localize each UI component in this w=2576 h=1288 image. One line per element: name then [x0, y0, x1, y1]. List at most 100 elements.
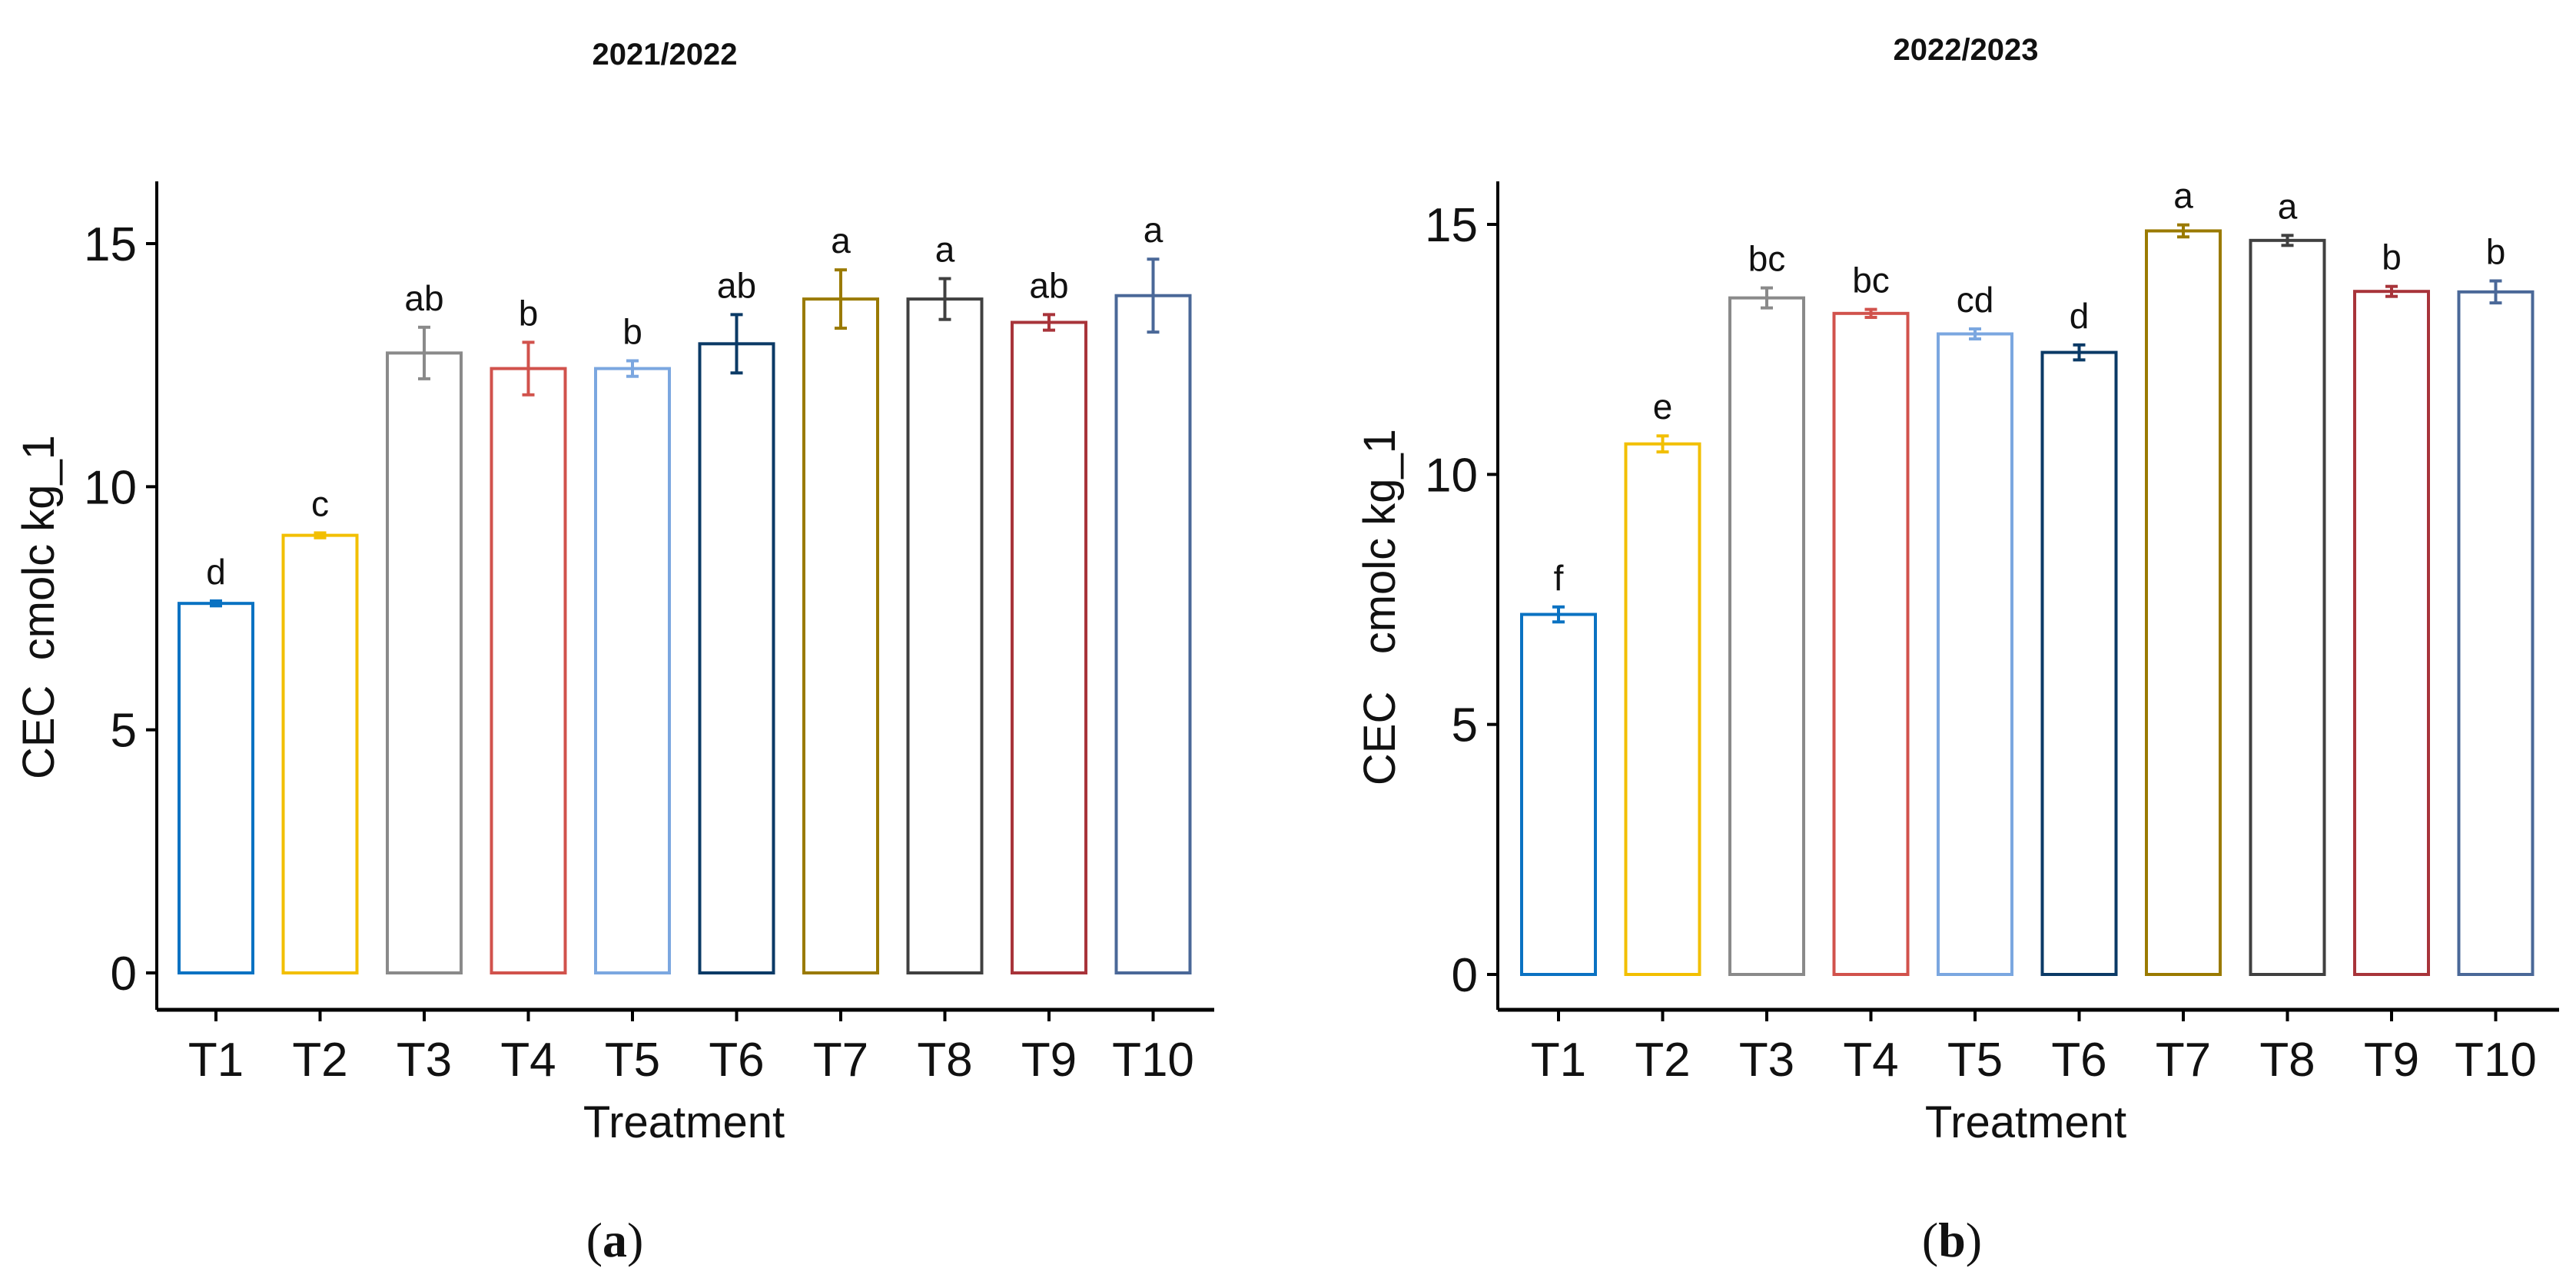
panel-label: (b) — [1922, 1213, 1982, 1267]
error-bar-T2 — [1656, 434, 1669, 454]
bar-T3 — [1728, 296, 1805, 976]
error-bar-T7 — [2177, 223, 2189, 239]
error-bar-T7 — [835, 268, 847, 330]
significance-letter: bc — [1852, 261, 1890, 300]
bar-T4 — [1832, 311, 1910, 976]
significance-letter: ab — [404, 278, 443, 318]
y-tick-label: 15 — [84, 218, 137, 271]
x-axis-label: Treatment — [1925, 1097, 2126, 1147]
significance-letter: ab — [717, 265, 756, 305]
significance-letter: ab — [1029, 265, 1068, 305]
bar-T9 — [2353, 290, 2430, 976]
bar-T5 — [594, 367, 671, 974]
x-tick-label: T8 — [2259, 1034, 2315, 1087]
x-tick-label: T7 — [813, 1034, 868, 1087]
bar-T6 — [2040, 350, 2118, 976]
error-bar-T1 — [1552, 605, 1565, 624]
significance-letter: b — [2382, 237, 2402, 277]
bar-T10 — [2457, 290, 2535, 976]
chart-2021-2022: 2021/2022 CEC cmolc kg_1 Treatment (a) 0… — [14, 38, 1214, 1267]
y-tick-label: 5 — [111, 705, 137, 758]
error-bar-T3 — [1761, 286, 1773, 310]
error-bar-T4 — [1864, 307, 1877, 320]
y-tick-label: 5 — [1452, 699, 1478, 752]
x-axis-label: Treatment — [583, 1097, 785, 1147]
significance-letter: a — [831, 221, 851, 261]
x-tick-label: T2 — [1635, 1034, 1690, 1087]
x-tick-label: T10 — [2455, 1034, 2537, 1087]
significance-letter: b — [519, 293, 539, 333]
x-tick-label: T5 — [1947, 1034, 2003, 1087]
significance-letter: cd — [1957, 280, 1994, 320]
x-tick-label: T6 — [2051, 1034, 2106, 1087]
significance-letter: b — [2486, 232, 2506, 272]
chart-title: 2022/2023 — [1893, 33, 2038, 67]
bar-T7 — [802, 297, 879, 974]
y-tick-label: 10 — [84, 461, 137, 514]
panel-letter: a — [603, 1213, 627, 1267]
x-tick-label: T6 — [709, 1034, 764, 1087]
x-tick-label: T4 — [1843, 1034, 1898, 1087]
error-bar-T8 — [2281, 234, 2294, 247]
significance-letter: a — [2278, 186, 2298, 226]
panel-label: (a) — [586, 1213, 644, 1267]
significance-letter: f — [1554, 558, 1564, 598]
y-axis-label: CEC cmolc kg_1 — [14, 435, 64, 779]
error-bar-T5 — [1969, 327, 1981, 341]
significance-letter: d — [206, 552, 226, 592]
x-tick-label: T9 — [2364, 1034, 2419, 1087]
bar-T8 — [2249, 238, 2326, 976]
error-bar-T3 — [418, 325, 430, 380]
y-tick-label: 0 — [1452, 949, 1478, 1002]
error-bar-T6 — [730, 313, 743, 375]
error-bar-T4 — [522, 340, 535, 397]
y-axis-label: CEC cmolc kg_1 — [1355, 429, 1405, 785]
x-tick-label: T3 — [1739, 1034, 1794, 1087]
y-tick-label: 10 — [1425, 449, 1478, 502]
significance-letter: a — [1144, 210, 1164, 250]
x-tick-label: T8 — [917, 1034, 972, 1087]
bar-T4 — [490, 367, 567, 974]
x-tick-label: T10 — [1112, 1034, 1194, 1087]
significance-letter: a — [935, 230, 955, 270]
bar-T1 — [178, 602, 254, 974]
y-tick-label: 15 — [1425, 199, 1478, 252]
x-tick-label: T4 — [500, 1034, 556, 1087]
bar-T2 — [281, 533, 359, 974]
chart-title: 2021/2022 — [592, 38, 737, 71]
bar-T1 — [1520, 612, 1597, 977]
bar-T5 — [1937, 332, 2013, 977]
bar-T9 — [1011, 320, 1087, 974]
significance-letter: c — [311, 483, 329, 523]
bar-T3 — [386, 351, 463, 975]
x-tick-label: T1 — [188, 1034, 244, 1087]
x-tick-label: T2 — [292, 1034, 347, 1087]
error-bar-T9 — [1043, 313, 1055, 332]
significance-letter: b — [622, 311, 642, 351]
error-bar-T5 — [626, 359, 639, 378]
y-tick-label: 0 — [111, 948, 137, 1001]
bar-T10 — [1114, 294, 1192, 975]
bar-T8 — [906, 297, 984, 974]
x-tick-label: T9 — [1021, 1034, 1077, 1087]
error-bar-T10 — [2489, 279, 2502, 305]
bar-T7 — [2145, 229, 2222, 976]
x-tick-label: T5 — [605, 1034, 660, 1087]
error-bar-T8 — [938, 277, 951, 321]
error-bar-T2 — [314, 531, 327, 539]
bar-T6 — [698, 342, 775, 974]
panel-letter: b — [1938, 1213, 1966, 1267]
chart-2022-2023: 2022/2023 CEC cmolc kg_1 Treatment (b) 0… — [1355, 33, 2559, 1267]
significance-letter: a — [2173, 176, 2193, 216]
significance-letter: bc — [1748, 239, 1786, 279]
error-bar-T10 — [1147, 257, 1160, 334]
error-bar-T1 — [210, 599, 222, 608]
error-bar-T9 — [2385, 284, 2398, 298]
x-tick-label: T1 — [1531, 1034, 1586, 1087]
x-tick-label: T7 — [2156, 1034, 2211, 1087]
significance-letter: d — [2070, 296, 2090, 336]
x-tick-label: T3 — [397, 1034, 452, 1087]
significance-letter: e — [1653, 387, 1673, 427]
bar-T2 — [1624, 442, 1701, 976]
